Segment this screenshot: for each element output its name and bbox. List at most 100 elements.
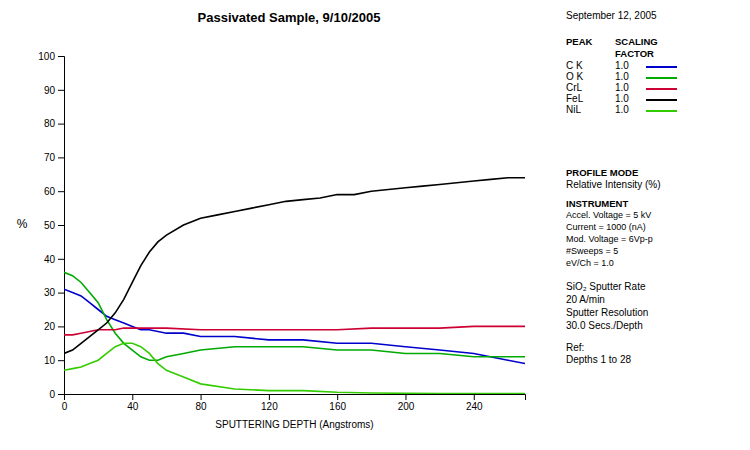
y-tick-label: 90	[44, 85, 56, 96]
y-tick-mark	[58, 259, 64, 260]
y-tick-mark	[58, 293, 64, 294]
x-tick-label: 120	[261, 401, 278, 412]
y-tick: 90	[44, 85, 64, 96]
legend-swatch	[646, 99, 677, 101]
y-tick: 60	[44, 186, 64, 197]
annotation: PEAK	[566, 36, 593, 47]
x-tick-label: 160	[329, 401, 346, 412]
y-tick-label: 80	[44, 118, 56, 129]
x-tick: 0	[62, 394, 68, 412]
series-line	[64, 178, 525, 354]
y-tick: 10	[44, 355, 64, 366]
y-tick-label: 10	[44, 355, 56, 366]
y-tick: 50	[44, 220, 64, 231]
y-tick-label: 40	[44, 253, 56, 264]
x-axis-line	[65, 395, 526, 401]
y-axis-title: %	[17, 217, 28, 231]
annotation: Mod. Voltage = 6Vp-p	[566, 234, 653, 244]
y-tick: 100	[38, 51, 64, 62]
y-tick-label: 30	[44, 287, 56, 298]
x-tick: 160	[329, 394, 346, 412]
annotation: Current = 1000 (nA)	[566, 222, 646, 232]
legend-factor: 1.0	[615, 93, 629, 104]
x-tick: 200	[398, 394, 415, 412]
y-tick-label: 50	[44, 220, 56, 231]
y-tick: 20	[44, 321, 64, 332]
x-tick-mark	[201, 394, 202, 400]
x-tick-mark	[474, 394, 475, 400]
chart: 0 40 80 120 160 200 240 0 10 20 30 40 50 60 70 80 90 100 P…	[0, 0, 750, 450]
y-tick-label: 20	[44, 321, 56, 332]
legend-factor: 1.0	[615, 60, 629, 71]
series-line	[64, 343, 525, 393]
y-tick-mark	[58, 191, 64, 192]
legend: C K 1.0 O K 1.0 CrL 1.0 FeL 1.0 NiL 1.0	[566, 60, 677, 115]
x-tick-label: 80	[196, 401, 208, 412]
x-tick: 120	[261, 394, 278, 412]
annotation: #Sweeps = 5	[566, 246, 618, 256]
annotation: Depths 1 to 28	[566, 354, 631, 365]
legend-label: C K	[566, 60, 583, 71]
y-tick: 0	[49, 389, 64, 400]
y-axis: 0 10 20 30 40 50 60 70 80 90 100	[38, 51, 64, 400]
annotation: eV/Ch = 1.0	[566, 258, 614, 268]
annotation: Accel. Voltage = 5 kV	[566, 210, 651, 220]
y-tick: 70	[44, 152, 64, 163]
legend-swatch	[646, 66, 677, 68]
y-tick-mark	[58, 326, 64, 327]
legend-label: NiL	[566, 104, 581, 115]
series-line	[64, 326, 525, 334]
x-tick-mark	[337, 394, 338, 400]
y-tick: 80	[44, 118, 64, 129]
y-tick-mark	[58, 225, 64, 226]
annotation: Sputter Resolution	[566, 307, 648, 318]
annotation: PROFILE MODE	[566, 167, 638, 178]
y-tick-mark	[58, 124, 64, 125]
legend-factor: 1.0	[615, 104, 629, 115]
y-tick-label: 70	[44, 152, 56, 163]
x-tick-mark	[269, 394, 270, 400]
x-tick-mark	[132, 394, 133, 400]
legend-factor: 1.0	[615, 82, 629, 93]
annotation: Relative Intensity (%)	[566, 179, 660, 190]
annotation: Ref:	[566, 342, 584, 353]
legend-swatch	[646, 77, 677, 79]
annotation: FACTOR	[615, 48, 654, 59]
annotation: 20 A/min	[566, 294, 605, 305]
x-tick-mark	[405, 394, 406, 400]
annotation: 30.0 Secs./Depth	[566, 320, 643, 331]
x-tick-label: 240	[466, 401, 483, 412]
x-axis-title: SPUTTERING DEPTH (Angstroms)	[215, 419, 373, 430]
y-tick-mark	[58, 90, 64, 91]
legend-label: FeL	[566, 93, 584, 104]
x-tick: 240	[466, 394, 483, 412]
x-tick-label: 40	[127, 401, 139, 412]
x-tick-label: 200	[398, 401, 415, 412]
y-tick-mark	[58, 157, 64, 158]
y-tick: 40	[44, 253, 64, 264]
plot-area	[64, 178, 525, 394]
series-line	[64, 289, 525, 363]
title: Passivated Sample, 9/10/2005	[198, 10, 381, 25]
y-tick-mark	[58, 394, 64, 395]
x-tick: 80	[196, 394, 208, 412]
legend-factor: 1.0	[615, 71, 629, 82]
y-tick-mark	[58, 360, 64, 361]
annotation: INSTRUMENT	[566, 198, 628, 209]
x-tick-label: 0	[62, 401, 68, 412]
annotation: SCALING	[615, 36, 658, 47]
annotation: SiO₂ Sputter Rate	[566, 281, 646, 292]
legend-swatch	[646, 88, 677, 90]
y-tick-label: 0	[49, 389, 55, 400]
y-tick-mark	[58, 56, 64, 57]
legend-swatch	[646, 110, 677, 112]
y-tick-label: 100	[38, 51, 55, 62]
y-axis-line	[58, 57, 65, 395]
series-line	[64, 272, 525, 360]
x-axis: 0 40 80 120 160 200 240	[62, 394, 526, 412]
annotation: September 12, 2005	[566, 10, 657, 21]
legend-label: CrL	[566, 82, 583, 93]
legend-label: O K	[566, 71, 584, 82]
y-tick-label: 60	[44, 186, 56, 197]
x-tick: 40	[127, 394, 139, 412]
